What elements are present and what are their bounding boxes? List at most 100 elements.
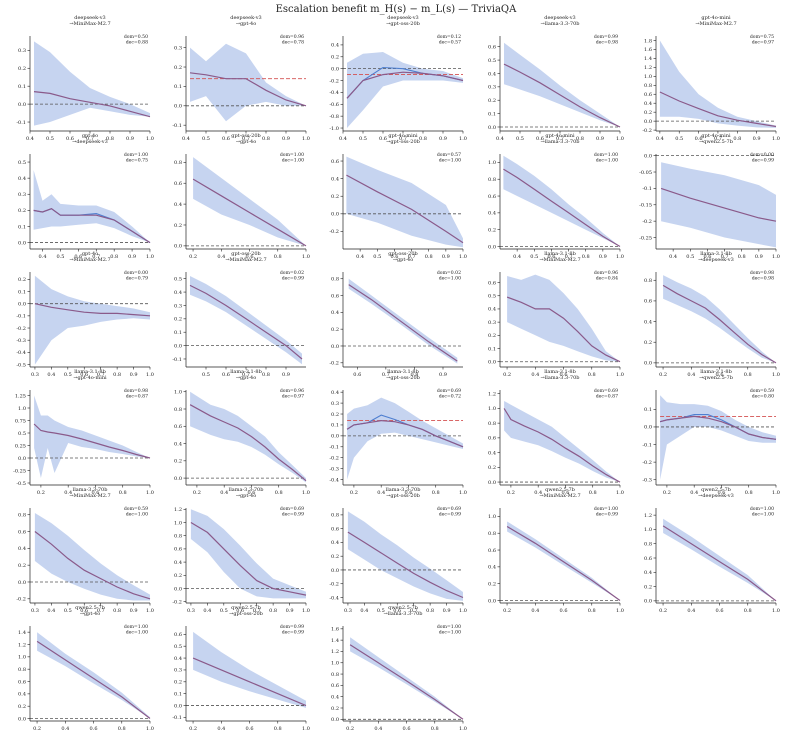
subplot-title: →MiniMax-M2.7 [225,257,266,263]
x-tick-label: 0.8 [588,372,596,378]
dom-annotation: dom=0.00 [750,152,774,158]
subplot-22: -0.2 0.0 0.2 0.4 0.6 0.8 1.0 1.2 0.3 0.4 0.5 0.6 0.7… [172,487,310,614]
y-tick-label: 0.0 [488,598,496,604]
dom-annotation: dom=0.75 [750,34,774,40]
y-tick-label: 1.0 [18,655,26,661]
x-tick-label: 0.8 [576,136,584,142]
mean-benefit-line [662,525,777,602]
subplot-10: -0.25 -0.2 -0.15 -0.1 -0.05 0.0 0.4 0.5 0.6 0.7 0.… [639,133,780,260]
dom-annotation: dom=0.12 [437,34,461,40]
y-tick-label: 0.6 [331,526,339,532]
x-tick-label: 0.6 [703,254,711,260]
mean-benefit-line [659,415,777,440]
y-tick-label: 1.8 [644,38,652,44]
dec-annotation: dec=0.97 [282,394,304,400]
dom-annotation: dom=0.96 [280,388,304,394]
x-tick-label: 0.8 [733,136,741,142]
y-tick-label: 0.8 [488,531,496,537]
x-tick-label: 0.6 [74,254,82,260]
mean-benefit-line [33,423,151,459]
x-tick-label: 0.6 [561,490,569,496]
y-tick-label: 0.25 [15,443,26,449]
x-tick-label: 1.0 [616,136,624,142]
y-tick-label: -0.1 [16,314,26,320]
mean-benefit-line [348,284,458,362]
y-tick-label: -0.5 [16,481,26,487]
x-tick-label: 0.8 [275,490,283,496]
x-tick-label: 0.9 [282,372,290,378]
y-tick-label: -0.2 [329,582,339,588]
x-tick-label: 0.6 [91,490,99,496]
x-tick-label: 1.0 [146,608,154,614]
subplot-8: -0.2 0.0 0.2 0.4 0.6 0.4 0.5 0.6 0.7 0.8 0.9 1.0 gpt… [329,133,467,260]
x-tick-label: 0.6 [393,608,401,614]
subplot-title: →gpt-4o [236,493,256,499]
x-tick-label: 0.7 [408,254,416,260]
x-tick-label: 0.9 [755,254,763,260]
y-tick-label: 0.6 [331,159,339,165]
y-tick-label: 0.0 [331,568,339,574]
mean-benefit-line [503,63,621,128]
subplot-2: -0.1 0.0 0.1 0.2 0.3 0.4 0.5 0.6 0.7 0.8 0.9 1.0 dee… [172,15,310,142]
confidence-band [347,511,463,601]
x-tick-label: 0.6 [379,136,387,142]
dom-annotation: dom=0.50 [124,34,148,40]
subplot-title: →MiniMax-M2.7 [69,21,110,27]
x-tick-label: 0.4 [656,136,664,142]
y-tick-label: 0.2 [331,194,339,200]
x-tick-label: 0.6 [80,608,88,614]
y-tick-label: -0.2 [329,229,339,235]
dom-annotation: dom=0.96 [594,270,618,276]
subplot-title: llama-3.1-8b [74,369,106,375]
y-tick-label: 0.5 [18,431,26,437]
mean-benefit-line [662,284,777,364]
x-tick-label: 1.0 [616,372,624,378]
y-tick-label: 1.4 [644,56,652,62]
y-tick-label: 0.4 [174,290,182,296]
y-tick-label: 1.0 [644,527,652,533]
x-tick-label: 0.5 [686,254,694,260]
x-tick-label: 0.4 [64,490,72,496]
subplot-title: →gpt-4o [236,21,256,27]
subplot-14: 0.0 0.1 0.2 0.3 0.4 0.5 0.6 0.2 0.4 0.6 0.8 1.0 llam… [488,251,624,378]
y-tick-label: 0.4 [331,176,339,182]
y-tick-label: 0.8 [18,513,26,519]
subplot-title: gpt-oss-20b [388,251,418,257]
x-tick-label: 0.9 [439,372,447,378]
y-tick-label: 0.2 [488,227,496,233]
x-tick-label: 0.8 [745,490,753,496]
dom-annotation: dom=0.69 [437,388,461,394]
y-tick-label: 1.0 [18,406,26,412]
subplot-title: →gpt-4o [393,257,413,263]
subplot-title: →llama-3.3-70b [384,611,423,617]
y-tick-label: 0.5 [174,644,182,650]
x-tick-label: 0.2 [37,490,45,496]
subplot-title: qwen2.5-7b [545,487,575,493]
y-tick-label: 0.0 [488,244,496,250]
subplot-title: deepseek-v3 [230,15,261,21]
mean-benefit-line [189,404,307,482]
dom-annotation: dom=0.98 [124,388,148,394]
subplot-26: 0.0 0.2 0.4 0.6 0.8 1.0 1.2 1.4 0.2 0.4 0.6 0.8 1.0 q… [18,605,154,732]
subplot-title: gpt-4o-mini [701,133,731,139]
y-tick-label: -0.2 [172,599,182,605]
x-tick-label: 0.8 [425,254,433,260]
subplot-1: -0.1 0.0 0.1 0.2 0.3 0.4 0.5 0.6 0.7 0.8 0.9 1.0 dee… [16,15,154,142]
y-tick-label: 1.2 [488,391,496,397]
x-tick-label: 0.4 [47,608,55,614]
y-tick-label: 0.2 [331,554,339,560]
dom-annotation: dom=0.57 [437,152,461,158]
dec-annotation: dec=0.98 [596,40,618,46]
y-tick-label: 0.4 [174,441,182,447]
subplot-23: -0.4 -0.2 0.0 0.2 0.4 0.6 0.8 0.3 0.4 0.5 0.6 0.7 0.… [329,487,467,614]
subplot-title: →gpt-4o [236,375,256,381]
mean-benefit-line [189,284,303,360]
y-tick-label: 0.8 [488,177,496,183]
y-tick-label: -0.25 [639,235,652,241]
y-tick-label: 0.2 [174,573,182,579]
x-tick-label: 0.6 [246,726,254,732]
y-tick-label: 0.0 [174,703,182,709]
y-tick-label: 0.3 [174,303,182,309]
confidence-band [663,518,776,601]
x-tick-label: 0.6 [403,726,411,732]
